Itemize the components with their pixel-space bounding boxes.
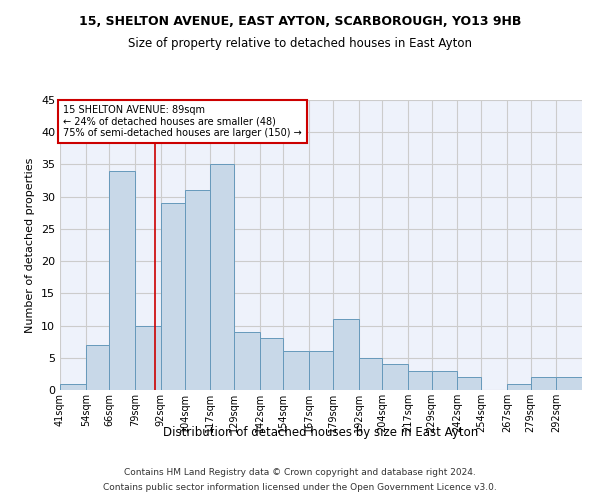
Bar	[530, 377, 556, 390]
Bar	[333, 319, 359, 390]
Bar	[161, 203, 185, 390]
Bar	[432, 370, 457, 390]
Bar	[86, 345, 109, 390]
Text: Size of property relative to detached houses in East Ayton: Size of property relative to detached ho…	[128, 38, 472, 51]
Bar	[109, 171, 135, 390]
Bar	[234, 332, 260, 390]
Bar	[185, 190, 210, 390]
Bar	[283, 352, 309, 390]
Y-axis label: Number of detached properties: Number of detached properties	[25, 158, 35, 332]
Bar	[60, 384, 86, 390]
Bar	[556, 377, 582, 390]
Text: 15 SHELTON AVENUE: 89sqm
← 24% of detached houses are smaller (48)
75% of semi-d: 15 SHELTON AVENUE: 89sqm ← 24% of detach…	[63, 105, 302, 138]
Bar	[457, 377, 481, 390]
Bar	[507, 384, 530, 390]
Bar	[382, 364, 408, 390]
Bar	[408, 370, 432, 390]
Bar	[309, 352, 333, 390]
Text: Contains public sector information licensed under the Open Government Licence v3: Contains public sector information licen…	[103, 483, 497, 492]
Text: 15, SHELTON AVENUE, EAST AYTON, SCARBOROUGH, YO13 9HB: 15, SHELTON AVENUE, EAST AYTON, SCARBORO…	[79, 15, 521, 28]
Text: Distribution of detached houses by size in East Ayton: Distribution of detached houses by size …	[163, 426, 479, 439]
Bar	[260, 338, 283, 390]
Text: Contains HM Land Registry data © Crown copyright and database right 2024.: Contains HM Land Registry data © Crown c…	[124, 468, 476, 477]
Bar	[210, 164, 234, 390]
Bar	[135, 326, 161, 390]
Bar	[359, 358, 382, 390]
